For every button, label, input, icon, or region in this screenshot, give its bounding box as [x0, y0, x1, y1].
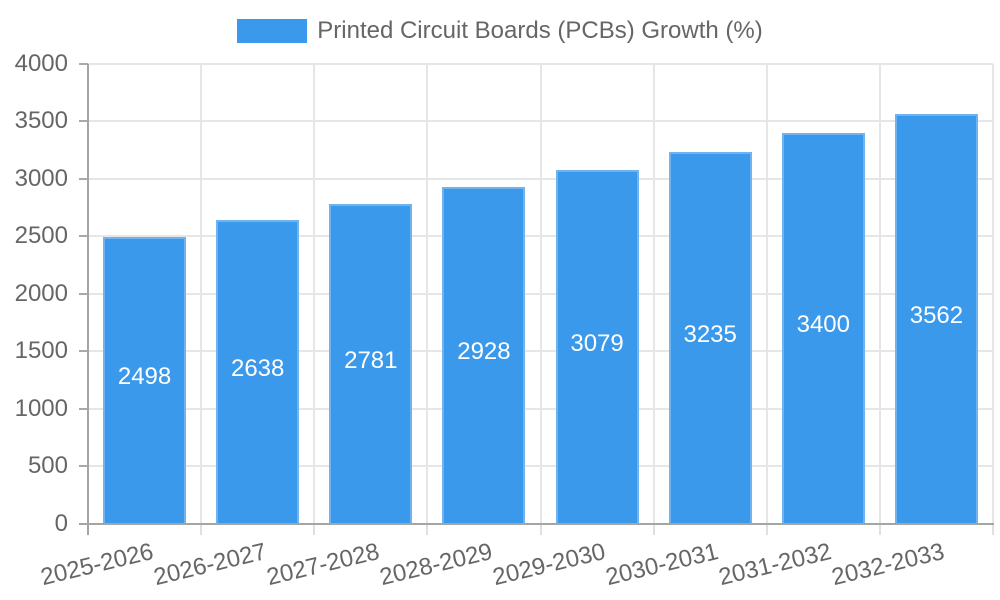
bar-value-label: 2498 [117, 363, 172, 391]
x-gridline [652, 64, 655, 524]
x-gridline [878, 64, 881, 524]
y-tick-mark [79, 350, 88, 353]
y-tick-label: 500 [27, 452, 68, 480]
bar[interactable] [781, 132, 865, 524]
x-tick-mark [652, 523, 655, 535]
x-tick-label: 2027-2028 [263, 537, 382, 591]
y-tick-mark [79, 465, 88, 468]
x-tick-label: 2026-2027 [150, 537, 269, 591]
y-tick-label: 4000 [14, 50, 68, 77]
x-tick-mark [200, 523, 203, 535]
plot-area: 0 500 1000 1500 2000 2500 3000 3500 4000 2498 2025… [15, 50, 994, 591]
bar[interactable] [329, 204, 413, 524]
x-tick-mark [426, 523, 429, 535]
legend-label: Printed Circuit Boards (PCBs) Growth (%) [317, 17, 763, 44]
bar[interactable] [216, 220, 300, 524]
y-tick-label: 3500 [14, 107, 68, 135]
x-tick-label: 2029-2030 [490, 537, 609, 591]
bar-value-label: 3400 [796, 311, 850, 339]
y-tick-label: 2500 [14, 222, 68, 250]
x-gridline [426, 64, 429, 524]
x-gridline [200, 64, 203, 524]
x-axis-line [79, 522, 994, 525]
x-gridline [992, 64, 994, 524]
y-tick-label: 2000 [14, 279, 68, 307]
x-tick-mark [313, 523, 316, 535]
bar[interactable] [555, 169, 639, 524]
x-tick-mark [539, 523, 542, 535]
bar-value-label: 3235 [683, 320, 737, 348]
y-tick-mark [79, 292, 88, 295]
x-tick-label: 2028-2029 [377, 537, 496, 591]
x-tick-label: 2031-2032 [716, 537, 835, 591]
y-tick-label: 1000 [14, 394, 68, 422]
x-tick-mark [992, 523, 994, 535]
x-tick-label: 2032-2033 [829, 537, 948, 591]
legend-swatch-icon [237, 19, 308, 43]
y-tick-label: 1500 [14, 337, 68, 365]
bar-value-label: 2928 [457, 338, 511, 366]
bar-value-label: 2638 [230, 354, 285, 382]
bar[interactable] [103, 236, 187, 524]
x-tick-label: 2030-2031 [603, 537, 722, 591]
x-tick-label: 2025-2026 [37, 537, 156, 591]
y-tick-mark [79, 120, 88, 123]
bar[interactable] [442, 187, 526, 524]
y-axis-line [87, 64, 89, 535]
y-tick-mark [79, 235, 88, 238]
bar-value-label: 3562 [909, 301, 964, 329]
x-tick-mark [765, 523, 768, 535]
bar[interactable] [668, 151, 752, 524]
y-tick-mark [79, 177, 88, 180]
y-tick-label: 3000 [14, 164, 68, 192]
y-tick-mark [79, 63, 88, 65]
y-tick-mark [79, 407, 88, 410]
legend[interactable]: Printed Circuit Boards (PCBs) Growth (%) [0, 17, 1000, 45]
x-tick-mark [878, 523, 881, 535]
bar[interactable] [894, 114, 978, 524]
bar-value-label: 3079 [570, 329, 624, 357]
y-tick-label: 0 [54, 509, 68, 537]
x-gridline [313, 64, 316, 524]
x-gridline [765, 64, 768, 524]
x-gridline [539, 64, 542, 524]
bar-value-label: 2781 [344, 346, 398, 374]
